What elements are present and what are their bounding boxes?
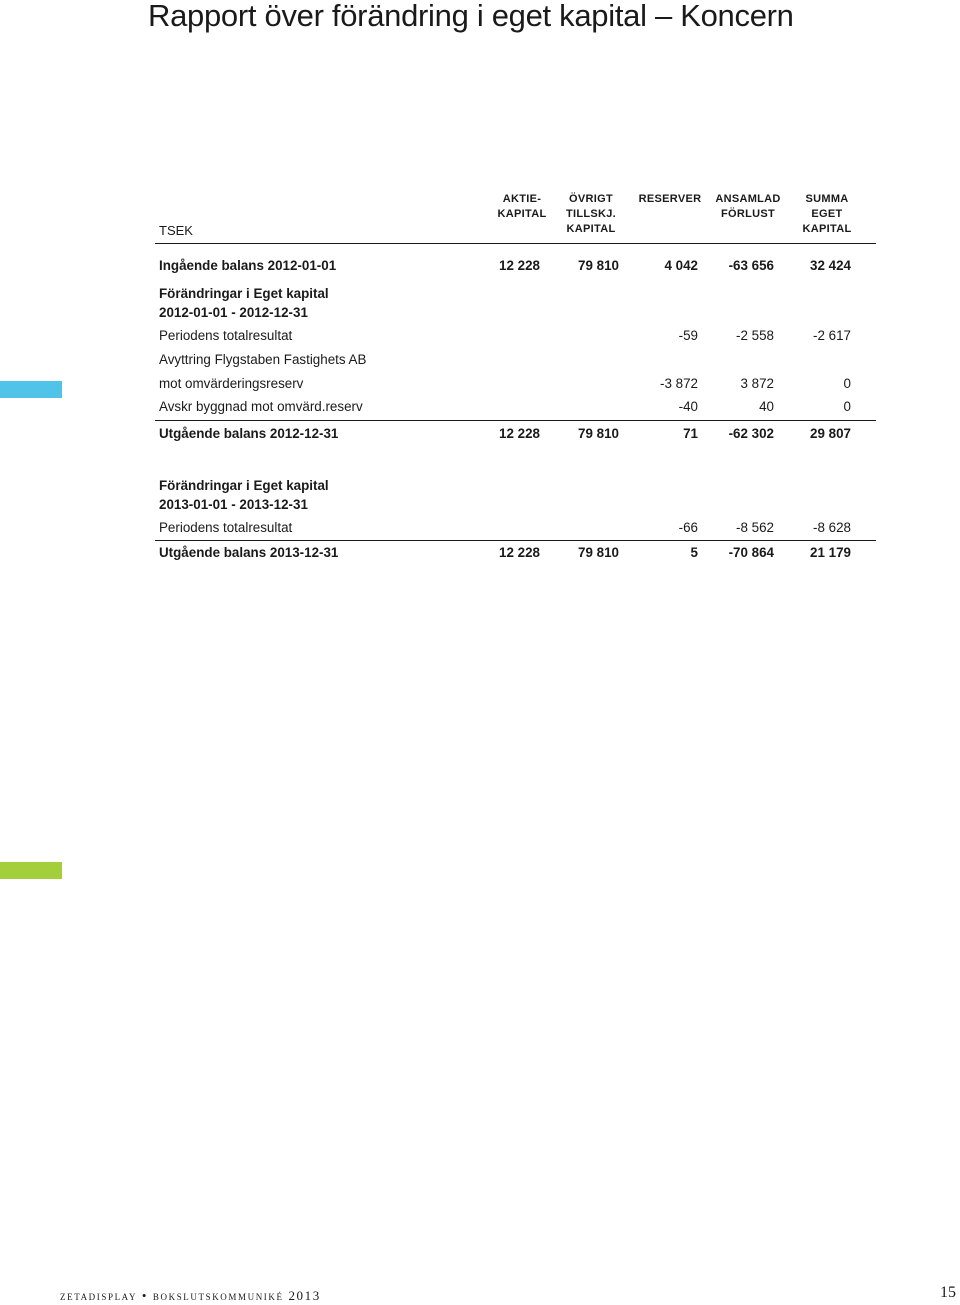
column-header-ovrigt-tillskjutet: Övrigt tillskj. kapital: [565, 193, 617, 235]
section-heading-2012: Förändringar i Eget kapital: [159, 286, 329, 301]
table-row-avyttring-label: Avyttring Flygstaben Fastighets AB: [159, 352, 367, 367]
table-row-avyttring-omvarderingsreserv: mot omvärderingsreserv -3 872 3 872 0: [159, 376, 851, 391]
table-row-ingaende-balans-2012: Ingående balans 2012-01-01 12 228 79 810…: [159, 258, 851, 273]
table-row-avskr-byggnad: Avskr byggnad mot omvärd.reserv -40 40 0: [159, 399, 851, 414]
section-heading-2013: Förändringar i Eget kapital: [159, 478, 329, 493]
page-number: 15: [940, 1284, 956, 1301]
table-row-utgaende-balans-2013: Utgående balans 2013-12-31 12 228 79 810…: [159, 545, 851, 560]
table-row-totalresultat-2012: Periodens totalresultat -59 -2 558 -2 61…: [159, 328, 851, 343]
column-header-ansamlad-forlust: Ansamlad förlust: [715, 193, 781, 220]
rule-before-ub-2013: [155, 540, 876, 541]
column-header-reserver: Reserver: [638, 193, 702, 205]
section-period-2013: 2013-01-01 - 2013-12-31: [159, 497, 308, 512]
unit-label: TSEK: [159, 223, 193, 238]
table-row-utgaende-balans-2012: Utgående balans 2012-12-31 12 228 79 810…: [159, 426, 851, 441]
footer-publication: zetadisplay • bokslutskommuniké 2013: [60, 1288, 321, 1303]
accent-bar-green: [0, 862, 62, 879]
table-row-totalresultat-2013: Periodens totalresultat -66 -8 562 -8 62…: [159, 520, 851, 535]
column-header-summa-eget-kapital: Summa eget kapital: [802, 193, 852, 235]
section-period-2012: 2012-01-01 - 2012-12-31: [159, 305, 308, 320]
page-title: Rapport över förändring i eget kapital –…: [148, 0, 794, 33]
column-header-aktiekapital: Aktie-kapital: [497, 193, 547, 220]
accent-bar-blue: [0, 381, 62, 398]
header-rule: [155, 243, 876, 244]
rule-before-ub-2012: [155, 420, 876, 421]
